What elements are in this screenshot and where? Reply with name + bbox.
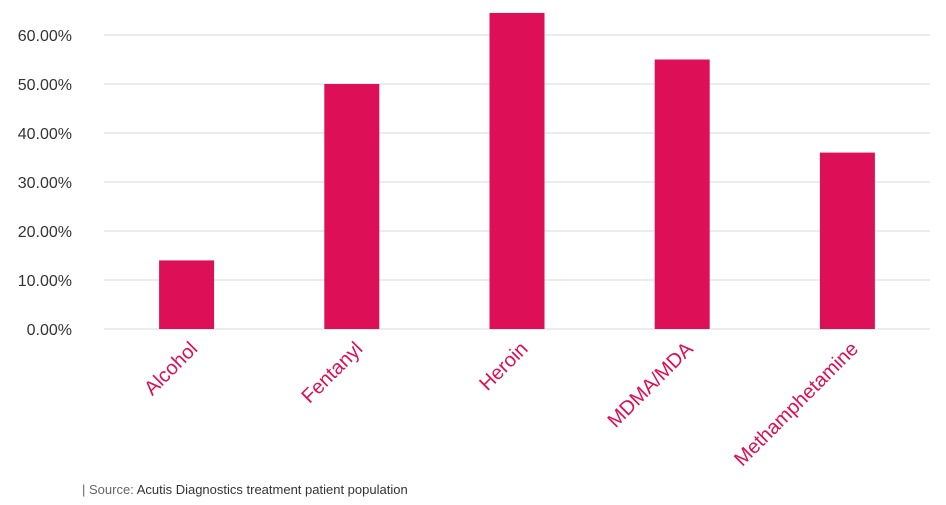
y-tick-label: 0.00%: [27, 322, 72, 339]
bar: [489, 12, 545, 329]
source-note: | Source: Acutis Diagnostics treatment p…: [82, 482, 408, 497]
y-tick-label: 30.00%: [18, 175, 72, 192]
source-prefix: | Source:: [82, 482, 137, 497]
x-category-label: MDMA/MDA: [604, 338, 699, 433]
y-tick-label: 50.00%: [18, 77, 72, 94]
bar: [654, 59, 710, 329]
y-tick-label: 60.00%: [18, 28, 72, 45]
bars: [159, 12, 875, 329]
bar: [819, 152, 875, 329]
x-category-label: Alcohol: [140, 338, 202, 400]
y-tick-label: 40.00%: [18, 126, 72, 143]
source-text: Acutis Diagnostics treatment patient pop…: [136, 482, 408, 497]
x-category-label: Methamphetamine: [730, 338, 863, 471]
y-tick-label: 10.00%: [18, 273, 72, 290]
y-tick-label: 20.00%: [18, 224, 72, 241]
bar: [324, 84, 380, 329]
x-axis-category-labels: Alcohol Fentanyl Heroin MDMA/MDA Methampheta…: [140, 338, 863, 471]
y-axis-tick-labels: 0.00% 10.00% 20.00% 30.00% 40.00% 50.00% 60.00…: [18, 28, 72, 339]
bar: [159, 260, 215, 329]
x-category-label: Fentanyl: [298, 338, 368, 408]
x-category-label: Heroin: [475, 338, 532, 395]
